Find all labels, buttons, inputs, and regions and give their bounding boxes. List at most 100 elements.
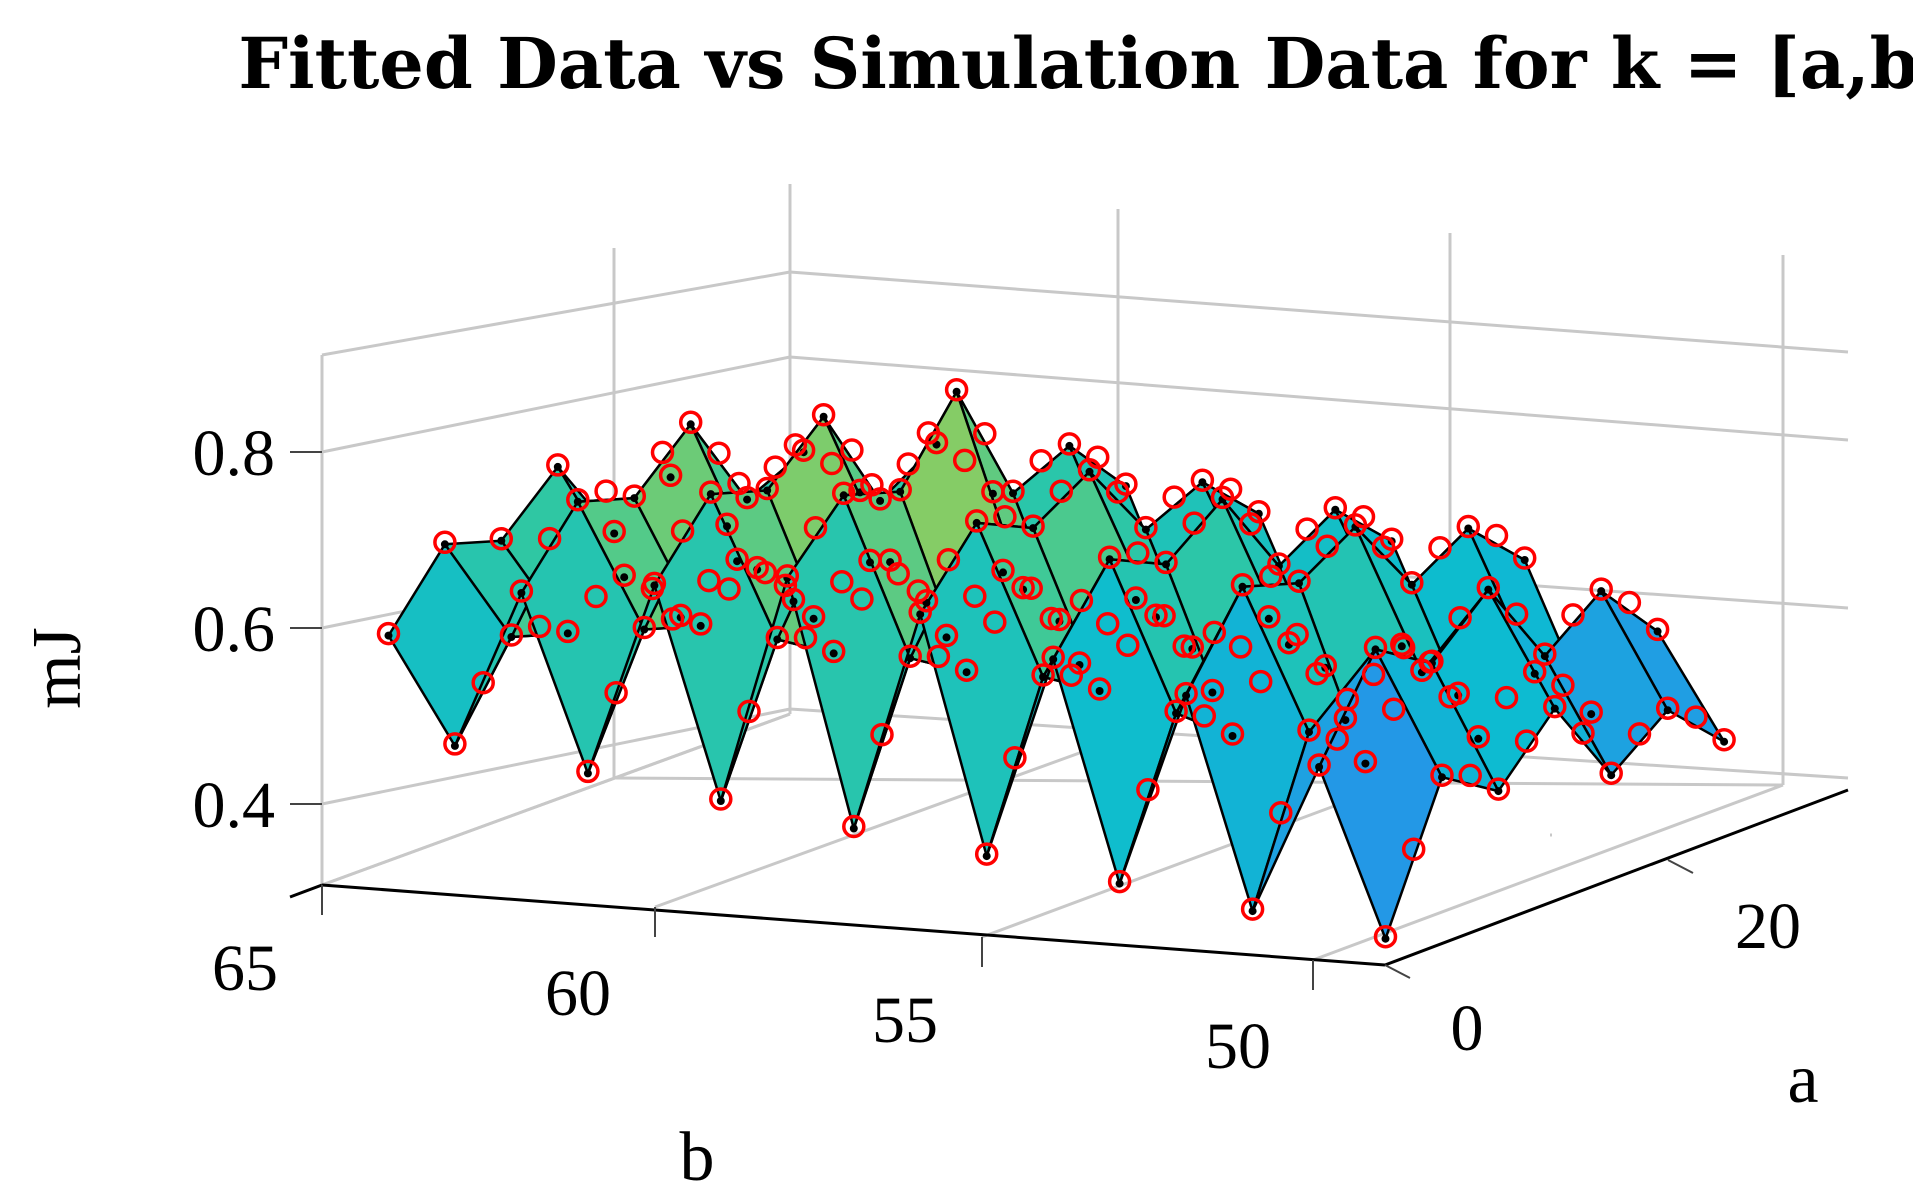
z-tick-label: 0.6	[193, 593, 276, 666]
simulation-point	[1164, 699, 1188, 724]
fitted-point	[988, 489, 997, 498]
simulation-point	[1031, 663, 1055, 687]
simulation-point	[840, 438, 864, 462]
fitted-point	[1587, 710, 1596, 719]
marker-layer	[376, 377, 1736, 949]
simulation-point	[1504, 602, 1529, 626]
fitted-point	[563, 629, 572, 638]
simulation-point	[1617, 590, 1642, 615]
simulation-point	[1373, 924, 1398, 949]
simulation-point	[489, 526, 514, 551]
fitted-point	[450, 741, 459, 750]
fitted-point	[583, 769, 592, 778]
simulation-point	[1220, 722, 1245, 746]
simulation-point	[737, 699, 761, 724]
simulation-point	[858, 548, 882, 573]
simulation-point	[640, 576, 665, 601]
fitted-point	[384, 631, 393, 640]
simulation-point	[1684, 705, 1708, 729]
fitted-point	[440, 540, 449, 549]
axes-group	[289, 451, 1849, 990]
simulation-point	[1047, 607, 1072, 632]
chart-title: Fitted Data vs Simulation Data for k = […	[238, 22, 1913, 105]
fitted-point	[952, 387, 961, 396]
simulation-point	[916, 421, 941, 445]
simulation-point	[906, 579, 931, 603]
fitted-point	[1550, 704, 1559, 713]
fitted-point	[839, 491, 848, 500]
simulation-point	[1351, 504, 1376, 529]
simulation-point	[1579, 700, 1603, 724]
fitted-point	[819, 412, 828, 421]
fitted-point	[1494, 787, 1503, 796]
simulation-point	[1029, 449, 1053, 473]
simulation-point	[1049, 479, 1074, 503]
fitted-point	[1141, 525, 1150, 534]
fitted-point	[640, 625, 649, 634]
simulation-point	[936, 548, 961, 572]
simulation-point	[830, 570, 854, 594]
simulation-point	[1107, 869, 1132, 894]
fitted-point	[1663, 706, 1672, 715]
simulation-point	[632, 615, 657, 640]
simulation-point	[1011, 575, 1035, 600]
simulation-point	[1003, 746, 1027, 770]
fitted-point	[763, 486, 772, 495]
simulation-point	[1230, 573, 1255, 597]
fitted-point	[706, 490, 715, 499]
fitted-point	[1095, 687, 1104, 695]
simulation-point	[1363, 635, 1388, 660]
fitted-point	[1341, 716, 1350, 725]
simulation-point	[763, 455, 788, 479]
simulation-point	[1514, 729, 1539, 753]
simulation-point	[1371, 535, 1396, 559]
simulation-point	[715, 512, 739, 537]
simulation-point	[594, 479, 618, 503]
fitted-point	[743, 495, 752, 504]
fitted-point	[1464, 524, 1473, 533]
fitted-point	[1182, 691, 1191, 700]
simulation-point	[678, 410, 703, 435]
simulation-point	[1190, 468, 1215, 492]
fitted-point	[497, 536, 506, 545]
simulation-point	[1116, 633, 1140, 658]
fitted-point	[1264, 614, 1273, 623]
simulation-point	[1522, 660, 1547, 684]
simulation-point	[821, 639, 846, 664]
simulation-point	[801, 604, 826, 629]
b-tick-label: 60	[545, 957, 611, 1030]
simulation-point	[1486, 777, 1511, 801]
simulation-point	[954, 658, 979, 682]
z-tick-label: 0.8	[193, 417, 276, 490]
simulation-point	[944, 377, 969, 402]
a-tick-20	[1667, 859, 1694, 874]
simulation-point	[926, 644, 951, 669]
simulation-point	[983, 610, 1007, 634]
simulation-point	[1287, 569, 1311, 593]
simulation-point	[991, 558, 1015, 583]
simulation-point	[1438, 685, 1462, 709]
simulation-point	[1019, 576, 1043, 600]
simulation-point	[725, 547, 749, 571]
simulation-point	[658, 463, 683, 488]
fitted-point	[1315, 763, 1324, 771]
simulation-point	[803, 516, 828, 540]
simulation-point	[556, 619, 580, 644]
simulation-point	[727, 471, 751, 496]
simulation-point	[964, 509, 989, 533]
z-tick-label: 0.4	[193, 769, 276, 842]
fitted-point	[1085, 467, 1094, 476]
simulation-point	[896, 452, 921, 476]
simulation-point	[973, 421, 997, 446]
simulation-point	[1315, 534, 1339, 559]
simulation-point	[1430, 763, 1454, 787]
simulation-point	[443, 732, 467, 756]
simulation-point	[1401, 837, 1426, 861]
fitted-point	[982, 852, 991, 861]
fitted-point	[650, 581, 659, 590]
fitted-point	[630, 494, 639, 503]
fitted-point	[1162, 560, 1170, 569]
simulation-point	[765, 625, 790, 650]
fitted-point	[1105, 555, 1114, 564]
simulation-point	[717, 577, 741, 601]
